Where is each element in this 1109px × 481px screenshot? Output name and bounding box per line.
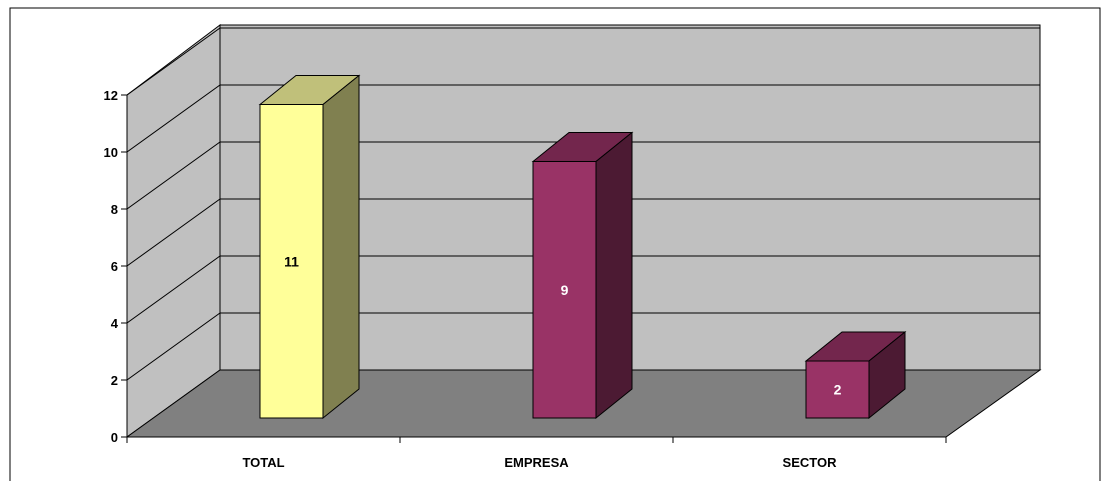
x-tick-label: SECTOR (783, 455, 838, 470)
x-axis: TOTAL EMPRESA SECTOR (126, 436, 947, 470)
bar-front-face (805, 360, 870, 419)
x-tick-label: EMPRESA (504, 455, 569, 470)
y-tick-label: 0 (111, 430, 118, 445)
y-tick-label: 10 (104, 145, 118, 160)
y-tick-label: 8 (111, 202, 118, 217)
gridline-6 (126, 198, 1040, 267)
gridline-10 (126, 84, 1040, 153)
left-wall (126, 23, 221, 438)
bars: 11 9 2 (258, 74, 907, 420)
gridline-8 (126, 141, 1040, 210)
y-tick-label: 2 (111, 373, 118, 388)
bar-front-face (532, 161, 597, 419)
bar-sector: 2 (804, 330, 907, 420)
bar-data-label: 9 (561, 282, 569, 298)
bar-data-label: 2 (834, 382, 842, 398)
gridline-4 (126, 255, 1040, 324)
bar-side-face (322, 74, 360, 420)
gridlines (126, 27, 1040, 381)
gridline-12 (126, 27, 1040, 96)
y-axis: 0 2 4 6 8 10 12 (104, 88, 128, 445)
bar-total: 11 (258, 74, 361, 420)
bar-data-label: 11 (284, 253, 299, 269)
y-tick-label: 12 (104, 88, 118, 103)
y-tick-label: 4 (111, 316, 119, 331)
x-tick-label: TOTAL (242, 455, 284, 470)
bar-side-face (595, 131, 633, 420)
bar-empresa: 9 (531, 131, 634, 420)
bar-front-face (259, 104, 324, 419)
y-tick-label: 6 (111, 259, 118, 274)
gridline-2 (126, 312, 1040, 381)
